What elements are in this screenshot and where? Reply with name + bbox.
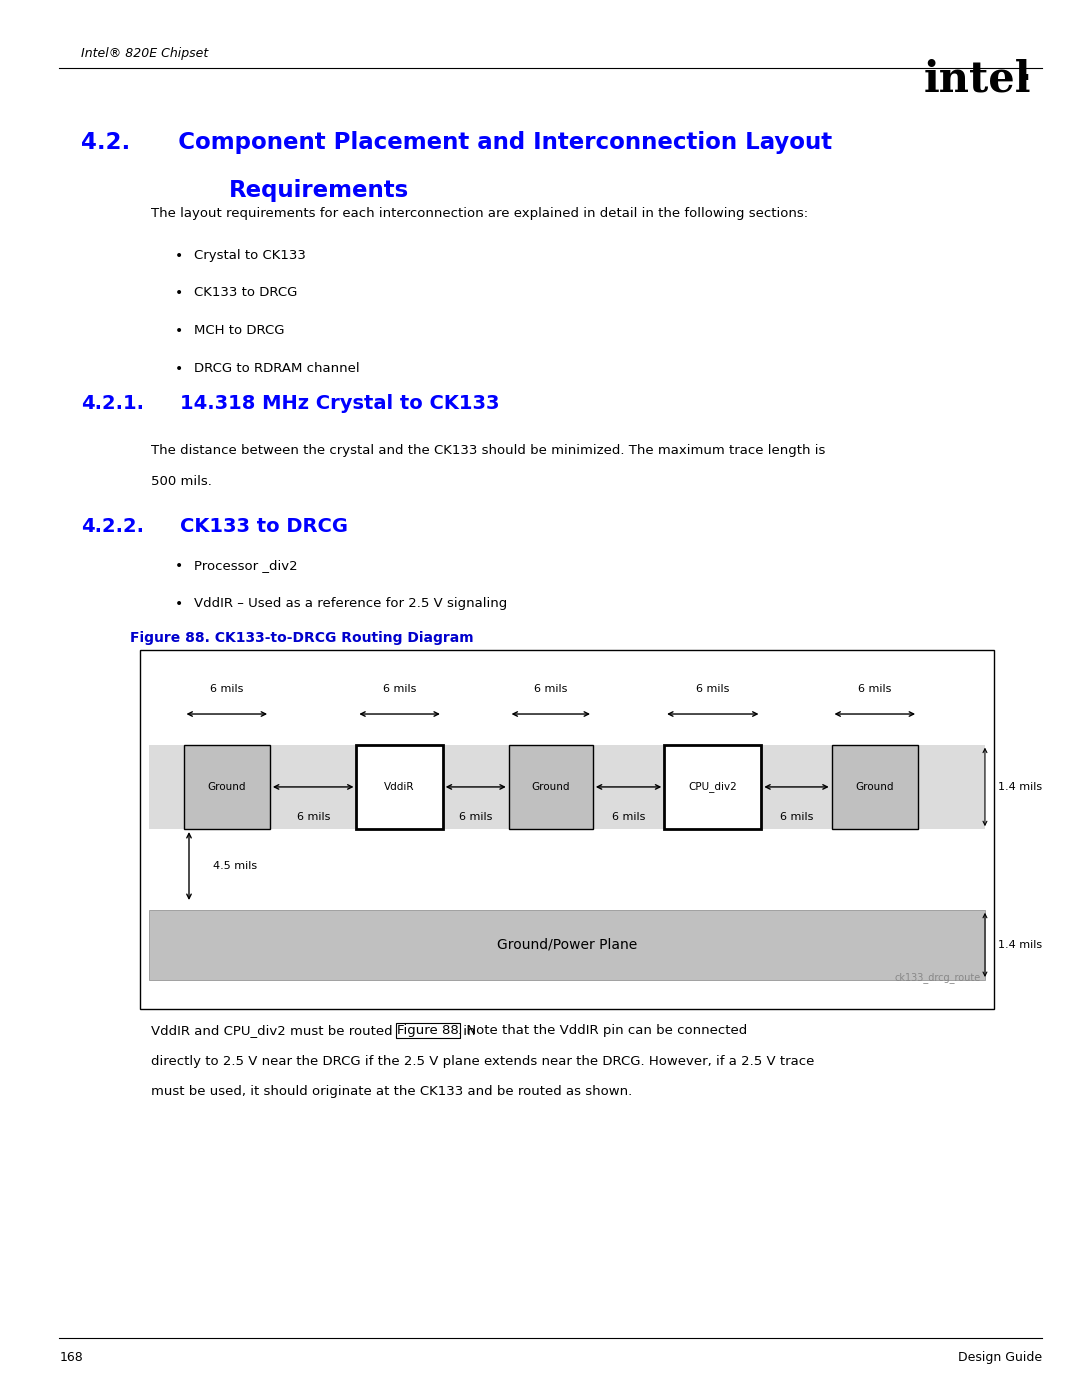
Text: directly to 2.5 V near the DRCG if the 2.5 V plane extends near the DRCG. Howeve: directly to 2.5 V near the DRCG if the 2… xyxy=(151,1055,814,1067)
Text: Processor _div2: Processor _div2 xyxy=(194,559,298,571)
Text: The distance between the crystal and the CK133 should be minimized. The maximum : The distance between the crystal and the… xyxy=(151,444,825,457)
Bar xyxy=(149,745,985,830)
Text: •: • xyxy=(175,597,184,610)
Text: 6 mils: 6 mils xyxy=(383,685,416,694)
Bar xyxy=(832,745,918,830)
Bar xyxy=(509,745,593,830)
Text: The layout requirements for each interconnection are explained in detail in the : The layout requirements for each interco… xyxy=(151,207,808,219)
Text: •: • xyxy=(175,286,184,300)
Text: 168: 168 xyxy=(59,1351,83,1363)
Text: 6 mils: 6 mils xyxy=(697,685,729,694)
Text: CK133 to DRCG: CK133 to DRCG xyxy=(180,517,349,536)
Bar xyxy=(356,745,443,830)
Text: MCH to DRCG: MCH to DRCG xyxy=(194,324,285,337)
Text: VddIR – Used as a reference for 2.5 V signaling: VddIR – Used as a reference for 2.5 V si… xyxy=(194,597,508,609)
Bar xyxy=(664,745,761,830)
Text: Ground: Ground xyxy=(855,782,894,792)
Bar xyxy=(184,745,270,830)
Text: Ground/Power Plane: Ground/Power Plane xyxy=(497,937,637,951)
Text: 4.5 mils: 4.5 mils xyxy=(213,861,257,870)
Text: .: . xyxy=(1018,54,1031,88)
Text: 6 mils: 6 mils xyxy=(297,812,329,821)
Text: VddIR and CPU_div2 must be routed as shown in: VddIR and CPU_div2 must be routed as sho… xyxy=(151,1024,480,1037)
Text: Ground: Ground xyxy=(207,782,246,792)
Text: CPU_div2: CPU_div2 xyxy=(688,781,738,792)
Text: 6 mils: 6 mils xyxy=(459,812,492,821)
Text: 4.2.2.: 4.2.2. xyxy=(81,517,144,536)
Text: Ground: Ground xyxy=(531,782,570,792)
Text: 4.2.1.: 4.2.1. xyxy=(81,394,144,414)
Text: Design Guide: Design Guide xyxy=(958,1351,1042,1363)
Text: Intel® 820E Chipset: Intel® 820E Chipset xyxy=(81,47,208,60)
Text: 6 mils: 6 mils xyxy=(859,685,891,694)
Text: 6 mils: 6 mils xyxy=(612,812,645,821)
Text: 500 mils.: 500 mils. xyxy=(151,475,212,488)
Text: ck133_drcg_route: ck133_drcg_route xyxy=(894,972,981,983)
Text: . Note that the VddIR pin can be connected: . Note that the VddIR pin can be connect… xyxy=(458,1024,747,1037)
Text: 14.318 MHz Crystal to CK133: 14.318 MHz Crystal to CK133 xyxy=(180,394,500,414)
Text: intеl: intеl xyxy=(923,59,1031,101)
Text: 1.4 mils: 1.4 mils xyxy=(998,782,1042,792)
Text: CK133 to DRCG: CK133 to DRCG xyxy=(194,286,298,299)
Text: 6 mils: 6 mils xyxy=(780,812,813,821)
Text: Crystal to CK133: Crystal to CK133 xyxy=(194,249,307,261)
Bar xyxy=(149,909,985,979)
Text: •: • xyxy=(175,559,184,573)
Text: 1.4 mils: 1.4 mils xyxy=(998,940,1042,950)
Text: 6 mils: 6 mils xyxy=(535,685,567,694)
Text: must be used, it should originate at the CK133 and be routed as shown.: must be used, it should originate at the… xyxy=(151,1085,633,1098)
Text: •: • xyxy=(175,362,184,376)
Text: Figure 88. CK133-to-DRCG Routing Diagram: Figure 88. CK133-to-DRCG Routing Diagram xyxy=(130,631,473,645)
Text: •: • xyxy=(175,249,184,263)
Text: Requirements: Requirements xyxy=(229,179,409,201)
Text: DRCG to RDRAM channel: DRCG to RDRAM channel xyxy=(194,362,360,374)
Text: 4.2.      Component Placement and Interconnection Layout: 4.2. Component Placement and Interconnec… xyxy=(81,131,832,154)
Text: VddiR: VddiR xyxy=(384,782,415,792)
Bar xyxy=(140,650,994,1009)
Text: •: • xyxy=(175,324,184,338)
Text: Figure 88: Figure 88 xyxy=(397,1024,459,1037)
Text: 6 mils: 6 mils xyxy=(211,685,243,694)
